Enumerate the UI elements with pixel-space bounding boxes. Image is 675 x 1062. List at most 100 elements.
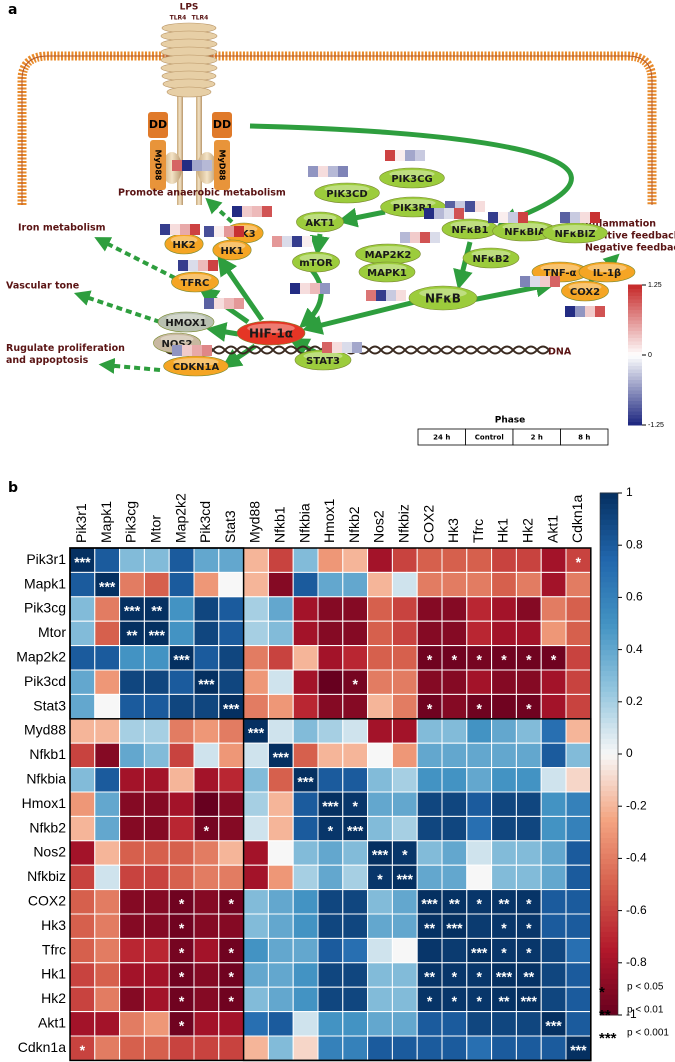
cell	[218, 571, 245, 598]
column-label: Akt1	[544, 515, 560, 543]
node-label: NFκBIA	[504, 227, 546, 238]
cell	[94, 742, 121, 769]
node-highlight	[471, 250, 511, 258]
expression-cell	[192, 160, 202, 171]
cell	[119, 669, 145, 695]
cell	[317, 986, 344, 1013]
colorbar-band	[600, 977, 618, 985]
row-label: Akt1	[38, 1015, 66, 1031]
row-label: Tfrc	[42, 941, 66, 957]
node-label: NFκB	[425, 292, 461, 306]
expression-cell	[272, 236, 282, 247]
colorbar-band	[600, 711, 618, 718]
colorbar-band	[600, 555, 618, 562]
significance-label: p < 0.05	[627, 982, 664, 993]
significance-mark: **	[151, 603, 162, 619]
node-label: HIF-1α	[249, 327, 293, 341]
domain-label: DD	[213, 118, 231, 131]
colorbar-band	[600, 831, 618, 839]
cell	[168, 791, 195, 817]
colorbar-band	[600, 967, 618, 974]
colorbar-band	[600, 837, 618, 844]
cell	[565, 718, 592, 744]
cell	[441, 913, 468, 939]
significance-label: p < 0.001	[627, 1028, 669, 1039]
colorbar-band	[600, 722, 618, 729]
cell	[292, 571, 319, 598]
cell	[143, 864, 170, 891]
cell	[391, 645, 418, 671]
significance-mark: **	[499, 896, 510, 912]
cell	[367, 986, 393, 1013]
cell	[466, 1035, 493, 1061]
expression-cell	[160, 224, 170, 235]
cell	[367, 791, 393, 817]
significance-mark: ***	[273, 749, 290, 765]
row-label: Hk3	[41, 917, 66, 933]
colorbar-band	[600, 669, 618, 677]
cell	[143, 767, 170, 793]
cell	[391, 815, 418, 842]
expression-cell	[308, 166, 318, 177]
cell	[292, 742, 319, 769]
cell	[267, 620, 294, 647]
cell	[491, 571, 517, 598]
cell	[515, 669, 542, 695]
colorbar-band	[600, 732, 618, 739]
cell	[168, 986, 195, 1013]
cell	[243, 693, 269, 720]
cell	[416, 1035, 443, 1061]
colorbar-label: 0.4	[626, 642, 643, 656]
cell	[94, 693, 121, 720]
colorbar-a-band	[628, 330, 642, 335]
cell	[565, 742, 592, 769]
cell	[515, 815, 542, 842]
colorbar-a-band	[628, 361, 642, 366]
colorbar-band	[600, 889, 618, 896]
cell	[491, 596, 517, 622]
significance-mark: ***	[471, 944, 488, 960]
colorbar-band	[600, 873, 618, 880]
node-highlight	[173, 358, 219, 366]
phase-title: Phase	[495, 416, 526, 426]
cell	[218, 986, 245, 1013]
cell	[143, 1011, 170, 1037]
node-label: NFκB1	[452, 225, 489, 236]
cell	[267, 718, 294, 744]
cell	[243, 1011, 269, 1037]
cell	[143, 669, 170, 695]
cell	[267, 815, 294, 842]
expression-cell	[198, 260, 208, 271]
colorbar-band	[600, 743, 618, 750]
node	[314, 182, 380, 204]
cell	[292, 1011, 319, 1037]
node	[578, 261, 636, 283]
cell	[342, 937, 369, 964]
node-highlight	[247, 323, 295, 334]
cell	[466, 1011, 493, 1037]
cell	[466, 571, 493, 598]
node	[408, 285, 478, 311]
cell	[565, 889, 592, 915]
node-highlight	[502, 223, 548, 231]
significance-mark: *	[228, 969, 234, 985]
cell	[491, 547, 517, 573]
significance-mark: *	[476, 993, 482, 1009]
colorbar-band	[600, 847, 618, 854]
cell	[342, 742, 369, 769]
colorbar-band	[600, 591, 618, 598]
colorbar-a-band	[628, 393, 642, 398]
significance-mark: *	[352, 676, 358, 692]
expression-cell	[405, 150, 415, 161]
cell	[540, 693, 567, 720]
cell	[243, 913, 269, 939]
significance-symbol: *	[599, 984, 605, 1001]
node-highlight	[390, 199, 436, 207]
node-label: NFκB2	[473, 254, 510, 265]
colorbar-band	[600, 899, 618, 906]
expression-cell	[445, 201, 455, 212]
cell	[565, 1011, 592, 1037]
cell	[143, 791, 170, 817]
expression-cell	[550, 276, 560, 287]
cell	[317, 889, 344, 915]
